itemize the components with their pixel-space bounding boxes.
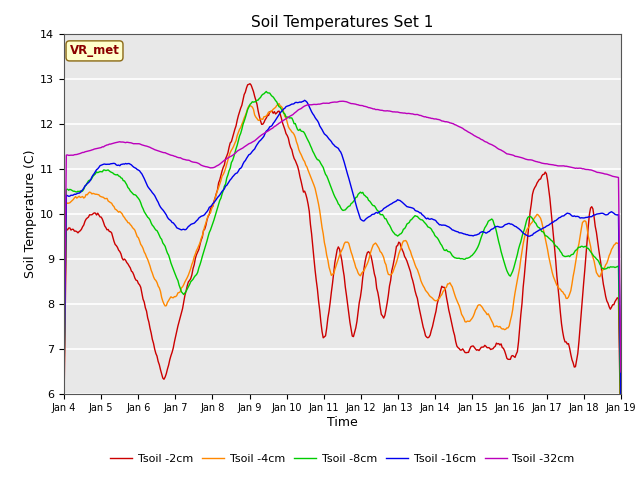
Tsoil -4cm xyxy=(234,132,241,138)
Tsoil -4cm xyxy=(60,384,68,390)
Tsoil -16cm xyxy=(301,97,308,103)
Tsoil -4cm xyxy=(567,288,575,294)
Tsoil -16cm xyxy=(295,99,303,105)
Tsoil -2cm xyxy=(567,352,575,358)
Tsoil -2cm xyxy=(60,400,68,406)
Tsoil -32cm xyxy=(234,148,241,154)
Tsoil -2cm xyxy=(296,174,304,180)
Tsoil -4cm xyxy=(617,408,625,414)
Tsoil -8cm xyxy=(60,376,68,382)
Tsoil -32cm xyxy=(373,107,381,112)
Tsoil -4cm xyxy=(275,101,283,107)
Tsoil -32cm xyxy=(470,133,478,139)
Line: Tsoil -8cm: Tsoil -8cm xyxy=(64,92,621,424)
Tsoil -8cm xyxy=(399,227,407,232)
Tsoil -16cm xyxy=(373,210,381,216)
Line: Tsoil -16cm: Tsoil -16cm xyxy=(64,100,621,394)
Tsoil -8cm xyxy=(296,126,304,132)
Tsoil -4cm xyxy=(470,311,478,316)
Tsoil -16cm xyxy=(234,170,241,176)
Tsoil -32cm xyxy=(60,356,68,362)
Tsoil -2cm xyxy=(470,345,478,350)
Tsoil -32cm xyxy=(567,164,575,170)
Tsoil -2cm xyxy=(373,286,381,291)
Tsoil -2cm xyxy=(617,440,625,445)
Line: Tsoil -2cm: Tsoil -2cm xyxy=(64,84,621,443)
Tsoil -8cm xyxy=(373,207,381,213)
Tsoil -2cm xyxy=(234,118,241,123)
Tsoil -16cm xyxy=(470,232,478,238)
Tsoil -4cm xyxy=(399,238,407,244)
Tsoil -2cm xyxy=(399,250,407,255)
Tsoil -2cm xyxy=(246,81,254,86)
Line: Tsoil -32cm: Tsoil -32cm xyxy=(64,101,621,372)
Tsoil -16cm xyxy=(399,201,407,206)
Tsoil -32cm xyxy=(339,98,347,104)
Tsoil -8cm xyxy=(470,250,478,256)
Tsoil -8cm xyxy=(234,142,241,148)
X-axis label: Time: Time xyxy=(327,416,358,429)
Tsoil -8cm xyxy=(617,421,625,427)
Tsoil -8cm xyxy=(567,252,575,258)
Tsoil -16cm xyxy=(617,391,625,397)
Tsoil -16cm xyxy=(60,379,68,385)
Tsoil -32cm xyxy=(399,110,407,116)
Y-axis label: Soil Temperature (C): Soil Temperature (C) xyxy=(24,149,37,278)
Tsoil -4cm xyxy=(373,241,381,247)
Title: Soil Temperatures Set 1: Soil Temperatures Set 1 xyxy=(252,15,433,30)
Tsoil -32cm xyxy=(295,107,303,112)
Line: Tsoil -4cm: Tsoil -4cm xyxy=(64,104,621,411)
Legend: Tsoil -2cm, Tsoil -4cm, Tsoil -8cm, Tsoil -16cm, Tsoil -32cm: Tsoil -2cm, Tsoil -4cm, Tsoil -8cm, Tsoi… xyxy=(106,450,579,468)
Tsoil -4cm xyxy=(296,150,304,156)
Tsoil -8cm xyxy=(262,89,270,95)
Tsoil -16cm xyxy=(567,212,575,218)
Tsoil -32cm xyxy=(617,369,625,375)
Text: VR_met: VR_met xyxy=(70,44,120,58)
